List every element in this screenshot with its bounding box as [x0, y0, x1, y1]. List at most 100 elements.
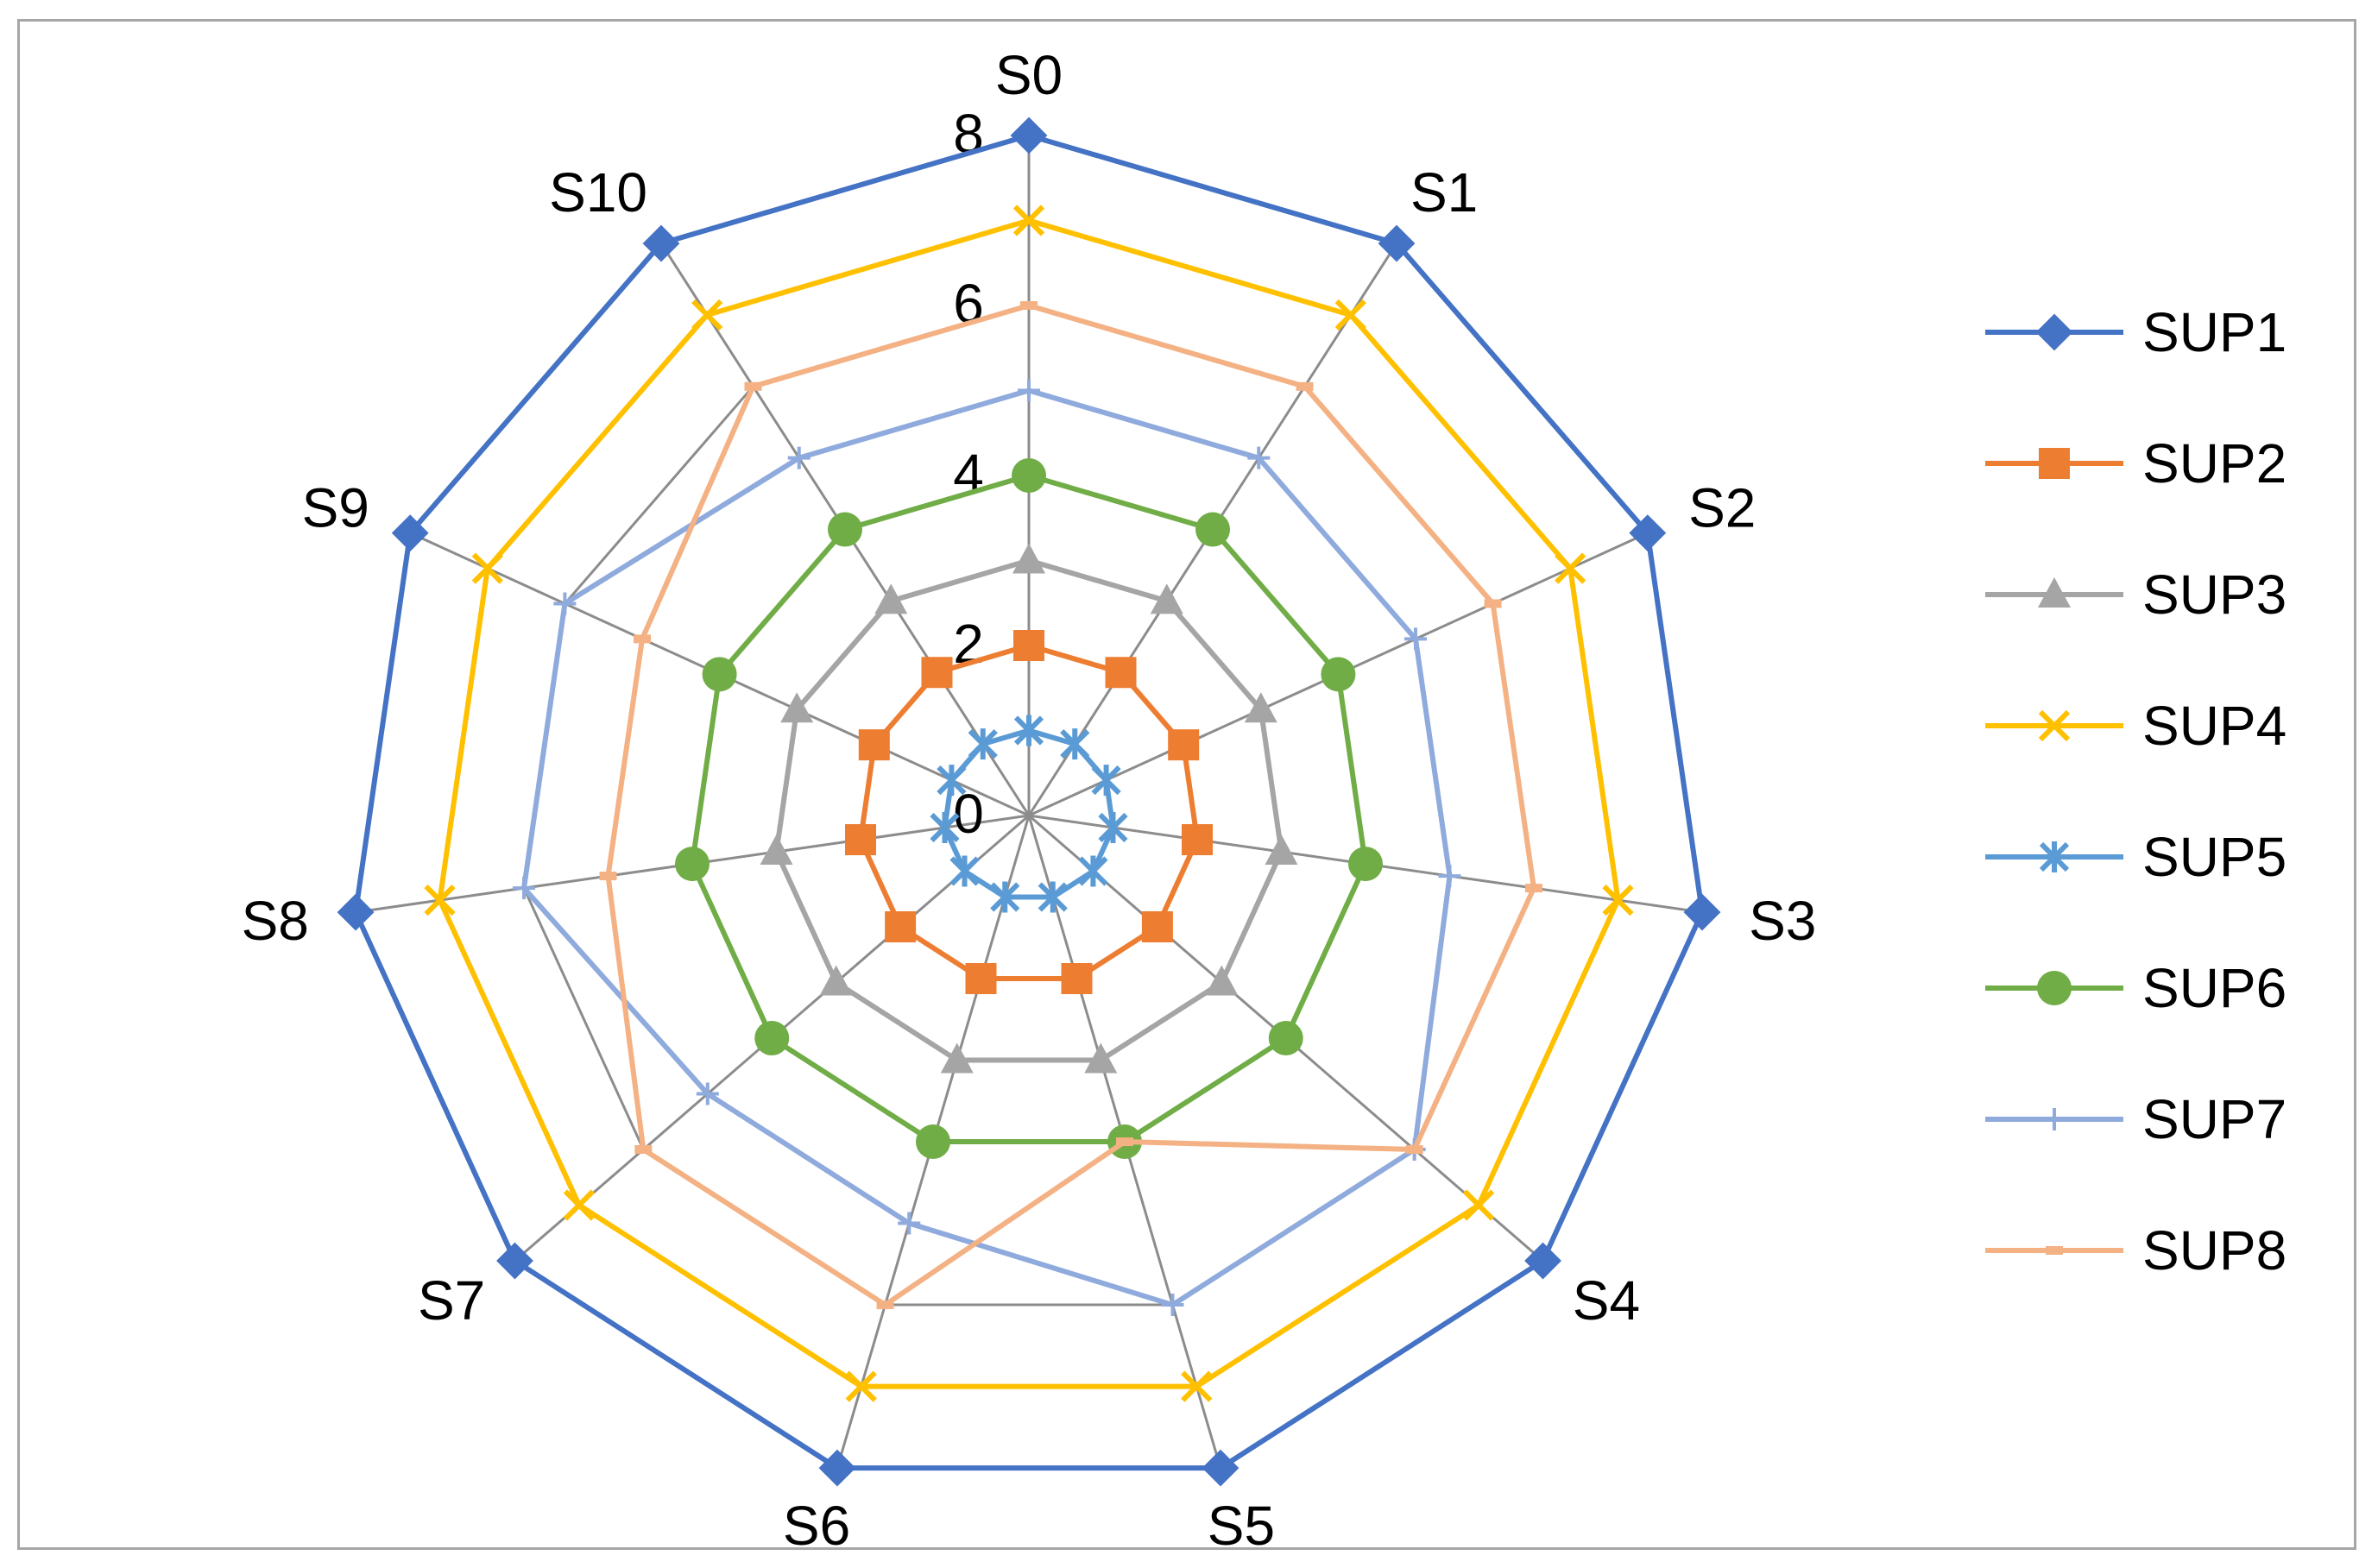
series-sup7 [513, 379, 1461, 1317]
data-point [1181, 824, 1213, 856]
data-series [337, 116, 1721, 1487]
legend-label: SUP2 [2142, 432, 2287, 494]
data-point [965, 963, 997, 995]
legend: SUP1 SUP2 SUP3 SUP4 SUP5 SUP6 SUP7 SUP8 [1985, 301, 2287, 1281]
data-point [391, 514, 429, 552]
data-point [634, 1145, 653, 1155]
data-point [760, 834, 793, 866]
data-point [754, 1021, 790, 1056]
data-point [968, 728, 998, 760]
data-point [1013, 630, 1044, 661]
legend-label: SUP7 [2142, 1088, 2287, 1150]
data-point [471, 552, 503, 584]
data-point [1334, 299, 1366, 331]
data-point [1091, 765, 1121, 797]
data-point [845, 1370, 877, 1402]
data-point [1013, 715, 1044, 746]
data-point [1378, 224, 1416, 262]
data-point [1038, 881, 1068, 913]
series-sup4 [424, 205, 1634, 1402]
data-point [642, 224, 680, 262]
data-point [2037, 971, 2072, 1005]
data-point [424, 885, 456, 916]
data-point [1265, 834, 1298, 866]
data-point [1247, 446, 1271, 469]
data-point [1116, 1137, 1134, 1147]
data-point [563, 1189, 596, 1221]
data-point [1018, 379, 1040, 402]
data-point [2038, 709, 2071, 742]
data-point [1268, 1021, 1303, 1056]
data-point [1321, 657, 1356, 692]
category-label: S7 [418, 1269, 485, 1332]
data-point [1012, 458, 1046, 493]
data-point [780, 692, 814, 723]
data-point [1181, 1370, 1213, 1402]
data-point [915, 1124, 950, 1160]
category-label: S5 [1208, 1495, 1275, 1557]
data-point [1602, 885, 1634, 916]
data-point [496, 1242, 533, 1280]
legend-label: SUP5 [2142, 826, 2287, 888]
data-point [1484, 599, 1502, 608]
data-point [937, 765, 967, 797]
series-line [605, 303, 1536, 1308]
data-point [1161, 1294, 1184, 1317]
category-label: S9 [302, 477, 369, 539]
data-point [874, 583, 908, 614]
radar-grid [354, 134, 1704, 1470]
data-point [1012, 543, 1045, 574]
data-point [2038, 577, 2071, 608]
data-point [1195, 512, 1231, 547]
legend-label: SUP1 [2142, 301, 2287, 363]
data-point [819, 965, 853, 996]
data-point [1683, 893, 1721, 931]
category-label: S3 [1749, 890, 1816, 952]
data-point [1555, 552, 1586, 584]
category-label: S8 [242, 890, 309, 952]
category-label: S6 [783, 1495, 850, 1557]
data-point [1060, 728, 1090, 760]
data-point [675, 847, 710, 882]
category-label: S1 [1410, 161, 1478, 224]
data-point [949, 855, 980, 887]
series-sup8 [599, 301, 1542, 1310]
legend-label: SUP6 [2142, 957, 2287, 1019]
data-point [1020, 301, 1038, 310]
legend-entry: SUP5 [1985, 826, 2287, 888]
legend-entry: SUP6 [1985, 957, 2287, 1019]
data-point [1405, 1145, 1423, 1155]
data-point [1141, 911, 1173, 943]
series-sup3 [760, 543, 1298, 1074]
legend-label: SUP8 [2142, 1219, 2287, 1281]
legend-entry: SUP4 [1985, 695, 2287, 757]
data-point [744, 381, 762, 391]
data-point [1629, 514, 1667, 552]
data-point [845, 824, 877, 856]
data-point [876, 1300, 894, 1310]
data-point [1098, 812, 1128, 844]
data-point [2039, 448, 2070, 479]
series-line [690, 473, 1368, 1145]
category-labels: S0 S1 S2 S3 S4 S5 S6 S7 S8 S9 S10 [242, 44, 1817, 1557]
data-point [696, 1082, 719, 1105]
data-point [691, 299, 723, 331]
data-point [1438, 865, 1461, 888]
legend-entry: SUP8 [1985, 1219, 2287, 1281]
data-point [930, 812, 960, 844]
legend-label: SUP3 [2142, 564, 2287, 626]
category-label: S10 [549, 161, 647, 224]
data-point [1296, 381, 1314, 391]
data-point [1347, 847, 1383, 882]
tick-label: 0 [953, 783, 984, 845]
data-point [1202, 1449, 1239, 1487]
legend-entry: SUP2 [1985, 432, 2287, 494]
data-point [858, 729, 890, 761]
data-point [1168, 729, 1200, 761]
data-point [553, 592, 577, 615]
data-point [921, 657, 953, 689]
data-point [940, 1042, 974, 1074]
data-point [2035, 313, 2073, 351]
series-line [521, 387, 1453, 1308]
data-point [1244, 692, 1277, 723]
